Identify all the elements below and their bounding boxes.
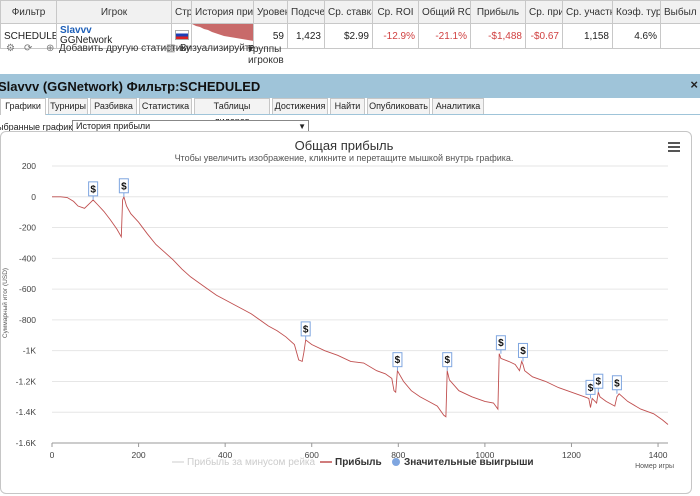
header-country[interactable]: Стр [171,0,192,24]
header-total-roi[interactable]: Общий ROI [418,0,471,24]
tab-bar: Графики Турниры Разбивка Статистика Табл… [0,98,700,126]
header-profit[interactable]: Прибыль [470,0,526,24]
header-knocked[interactable]: Выбыл р [660,0,700,24]
player-groups-label: Группы игроков [248,44,284,66]
header-itm[interactable]: Коэф. тур [612,0,661,24]
cell-filter: SCHEDULED [0,23,57,49]
chart-select-value: История прибыли [76,121,151,131]
profit-history-sparkline[interactable] [192,24,254,45]
tab-achievements[interactable]: Достижения [272,98,328,114]
header-count[interactable]: Подсчет [287,0,325,24]
cell-total-roi: -21.1% [418,23,471,49]
cell-player[interactable]: Slavvv GGNetwork [56,23,172,49]
close-icon[interactable]: × [690,77,698,92]
cell-avg-roi: -12.9% [372,23,419,49]
player-network: GGNetwork [60,35,113,46]
tab-analytics[interactable]: Аналитика [432,98,484,114]
add-stat-button[interactable]: Добавить другую статистику [59,43,191,54]
visualize-button[interactable]: Визуализируйте [180,43,255,54]
chart-icon[interactable]: ▥ [166,43,176,54]
panel-title-bar[interactable]: Slavvv (GGNetwork) Фильтр:SCHEDULED × [0,74,700,98]
stats-table: Фильтр Игрок Стр История приб Уровен Под… [0,0,700,49]
refresh-icon[interactable]: ⟳ [24,43,33,54]
tab-charts[interactable]: Графики [0,98,46,115]
chevron-down-icon: ▾ [248,44,254,55]
header-avg-entrants[interactable]: Ср. участн [562,0,613,24]
settings-icon[interactable]: ⚙ [6,43,15,54]
cell-knocked [660,23,700,49]
cell-profit-history[interactable] [191,23,254,49]
russia-flag-icon [175,29,189,40]
header-filter[interactable]: Фильтр [0,0,57,24]
tab-statistics[interactable]: Статистика [139,98,192,114]
tab-publish[interactable]: Опубликовать [367,98,430,114]
tab-find[interactable]: Найти [330,98,365,114]
chart-container[interactable] [0,131,692,494]
chart-menu-icon[interactable] [668,142,680,152]
tab-tournaments[interactable]: Турниры [48,98,88,114]
tab-breakdown[interactable]: Разбивка [90,98,137,114]
cell-profit: -$1,488 [470,23,526,49]
table-header-row: Фильтр Игрок Стр История приб Уровен Под… [0,0,700,24]
header-avg-stake[interactable]: Ср. ставка [324,0,373,24]
tab-leaderboards[interactable]: Таблицы лидеров [194,98,270,126]
header-level[interactable]: Уровен [253,0,288,24]
cell-level: 59 [253,23,288,49]
add-icon[interactable]: ⊕ [46,43,55,54]
table-row: SCHEDULED Slavvv GGNetwork 59 1,423 $2.9… [0,23,700,49]
player-name-link[interactable]: Slavvv [60,25,92,36]
panel-title: Slavvv (GGNetwork) Фильтр:SCHEDULED [0,79,261,94]
chevron-down-icon: ▼ [298,122,306,131]
header-avg-profit[interactable]: Ср. при [525,0,563,24]
selected-charts-label: ыбранные графики: [0,122,80,132]
stats-toolbar: ⚙ ⟳ ⊕ Добавить другую статистику ▥ Визуа… [0,42,700,66]
header-player[interactable]: Игрок [56,0,172,24]
cell-avg-profit: -$0.67 [525,23,563,49]
cell-itm: 4.6% [612,23,661,49]
header-avg-roi[interactable]: Ср. ROI [372,0,419,24]
header-profit-history[interactable]: История приб [191,0,254,24]
